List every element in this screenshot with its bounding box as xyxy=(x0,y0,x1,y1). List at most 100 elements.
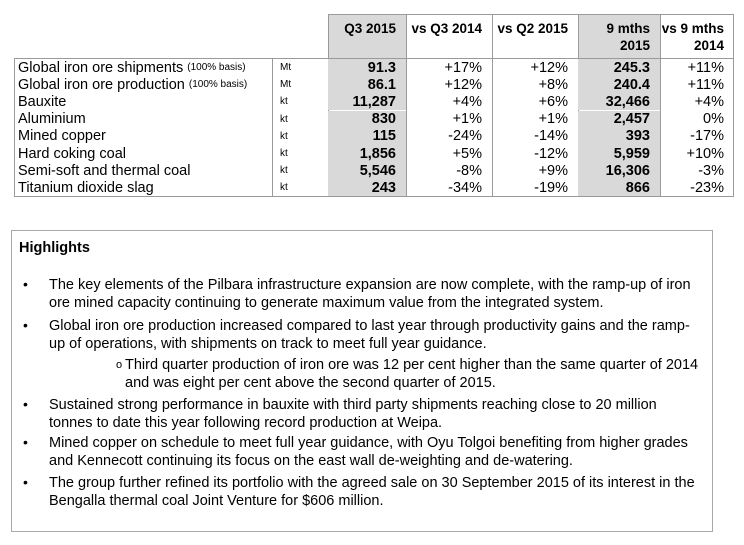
highlight-line: Global iron ore production increased com… xyxy=(49,318,690,334)
highlight-line: Bengalla thermal coal Joint Venture for … xyxy=(49,493,384,509)
highlight-line: and was eight per cent above the second … xyxy=(125,375,496,391)
row-label: Hard coking coal xyxy=(18,145,126,162)
row-label: Mined copper xyxy=(18,128,106,145)
value-q3-2015: 86.1 xyxy=(328,76,406,94)
header-9-mths-line2: 2015 xyxy=(619,38,650,53)
row-unit: kt xyxy=(280,165,288,177)
table-row: Mined copper kt 115 -24% -14% 393 -17% xyxy=(14,127,734,145)
value-vs-q2-2015: +1% xyxy=(538,111,568,128)
header-vs-9-mths-2014: vs 9 mths 2014 xyxy=(660,14,734,59)
value-vs-q3-2014: +12% xyxy=(444,76,483,93)
row-label-cell: Global iron ore production (100% basis) xyxy=(14,76,272,93)
row-label: Global iron ore shipments xyxy=(18,59,184,76)
header-vs-q2-2015-label: vs Q2 2015 xyxy=(497,21,568,36)
value-vs-q2-2015: +9% xyxy=(538,162,568,179)
row-label-cell: Titanium dioxide slag xyxy=(14,179,272,196)
bullet-icon: • xyxy=(23,317,28,333)
row-label-cell: Mined copper xyxy=(14,128,272,145)
row-label: Global iron ore production xyxy=(18,76,185,93)
bullet-icon: • xyxy=(23,434,28,450)
header-vs-q3-2014: vs Q3 2014 xyxy=(406,14,492,59)
row-basis: (100% basis) xyxy=(188,79,248,91)
row-unit: Mt xyxy=(280,62,292,73)
value-vs-9-mths-2014: +4% xyxy=(694,93,724,110)
row-label: Semi-soft and thermal coal xyxy=(18,162,191,179)
value-9-mths-2015: 2,457 xyxy=(578,110,660,128)
bullet-icon: • xyxy=(23,396,28,412)
value-vs-9-mths-2014: +11% xyxy=(687,76,724,93)
row-unit: kt xyxy=(280,148,288,159)
row-label-cell: Bauxite xyxy=(14,93,272,110)
value-9-mths-2015: 5,959 xyxy=(578,145,660,162)
value-vs-q3-2014: -24% xyxy=(448,128,482,145)
value-vs-9-mths-2014: 0% xyxy=(703,111,724,128)
value-q3-2015: 1,856 xyxy=(328,145,406,162)
highlight-line: Sustained strong performance in bauxite … xyxy=(49,397,657,413)
table-row: Bauxite kt 11,287 +4% +6% 32,466 +4% xyxy=(14,93,734,111)
value-vs-9-mths-2014: +11% xyxy=(687,59,724,76)
bullet-icon: • xyxy=(23,474,28,490)
highlight-line: up of operations, with shipments on trac… xyxy=(49,336,487,352)
value-vs-9-mths-2014: -23% xyxy=(690,179,724,196)
row-label: Bauxite xyxy=(18,93,67,110)
row-unit: kt xyxy=(280,182,288,194)
value-vs-q3-2014: +5% xyxy=(452,145,482,162)
value-q3-2015: 115 xyxy=(328,127,406,145)
sub-bullet-icon: o xyxy=(116,359,123,371)
highlight-line: The key elements of the Pilbara infrastr… xyxy=(49,277,691,293)
value-9-mths-2015: 866 xyxy=(578,179,660,197)
table-row: Titanium dioxide slag kt 243 -34% -19% 866 -23… xyxy=(14,179,734,197)
value-vs-q2-2015: +12% xyxy=(530,59,569,76)
header-vs-9-mths-line1: vs 9 mths xyxy=(661,21,724,36)
row-label: Aluminium xyxy=(18,111,86,128)
row-label-cell: Aluminium xyxy=(14,111,272,128)
header-vs-q3-2014-label: vs Q3 2014 xyxy=(411,21,482,36)
highlight-line: Mined copper on schedule to meet full ye… xyxy=(49,435,688,451)
value-q3-2015: 243 xyxy=(328,179,406,197)
value-vs-q2-2015: -14% xyxy=(534,128,568,145)
row-label-cell: Global iron ore shipments (100% basis) xyxy=(14,59,272,76)
value-vs-q3-2014: -34% xyxy=(448,179,482,196)
value-vs-q3-2014: +4% xyxy=(452,93,482,110)
header-q3-2015-label: Q3 2015 xyxy=(344,21,396,36)
value-9-mths-2015: 240.4 xyxy=(578,76,660,94)
value-vs-q2-2015: -19% xyxy=(534,179,568,196)
highlights-box: Highlights • The key elements of the Pil… xyxy=(11,230,713,532)
row-unit: kt xyxy=(280,113,288,125)
value-9-mths-2015: 245.3 xyxy=(578,59,660,76)
value-vs-q3-2014: +1% xyxy=(452,111,482,128)
value-9-mths-2015: 16,306 xyxy=(578,162,660,180)
value-vs-q3-2014: +17% xyxy=(444,59,483,76)
value-vs-q3-2014: -8% xyxy=(456,162,482,179)
highlight-line: Third quarter production of iron ore was… xyxy=(125,357,699,373)
table-row: Hard coking coal kt 1,856 +5% -12% 5,959 +10% xyxy=(14,145,734,162)
row-label-cell: Hard coking coal xyxy=(14,145,272,162)
value-vs-q2-2015: +8% xyxy=(538,76,568,93)
header-q3-2015: Q3 2015 xyxy=(328,14,406,59)
header-9-mths-2015: 9 mths 2015 xyxy=(578,14,660,59)
header-vs-q2-2015: vs Q2 2015 xyxy=(492,14,578,59)
highlight-line: ore mined capacity continuing to generat… xyxy=(49,295,604,311)
header-9-mths-line1: 9 mths xyxy=(606,21,650,36)
header-vs-9-mths-line2: 2014 xyxy=(693,38,724,53)
highlight-line: tonnes to date this year following recor… xyxy=(49,415,443,431)
table-row: Aluminium kt 830 +1% +1% 2,457 0% xyxy=(14,110,734,128)
value-q3-2015: 830 xyxy=(328,110,406,128)
table-row: Global iron ore production (100% basis) Mt… xyxy=(14,76,734,94)
value-9-mths-2015: 32,466 xyxy=(578,93,660,111)
table-row: Semi-soft and thermal coal kt 5,546 -8% +9% 1… xyxy=(14,162,734,180)
row-unit: kt xyxy=(280,130,288,142)
value-vs-q2-2015: +6% xyxy=(538,93,568,110)
highlight-line: and Kennecott continuing its focus on th… xyxy=(49,453,573,469)
bullet-icon: • xyxy=(23,276,28,292)
row-unit: kt xyxy=(280,96,288,108)
value-q3-2015: 91.3 xyxy=(328,59,406,76)
value-q3-2015: 11,287 xyxy=(328,93,406,111)
value-vs-q2-2015: -12% xyxy=(534,145,568,162)
value-9-mths-2015: 393 xyxy=(578,127,660,145)
value-vs-9-mths-2014: -17% xyxy=(690,128,724,145)
row-unit: Mt xyxy=(280,79,292,91)
highlight-line: The group further refined its portfolio … xyxy=(49,475,695,491)
value-vs-9-mths-2014: -3% xyxy=(698,162,724,179)
highlights-title: Highlights xyxy=(19,240,90,256)
